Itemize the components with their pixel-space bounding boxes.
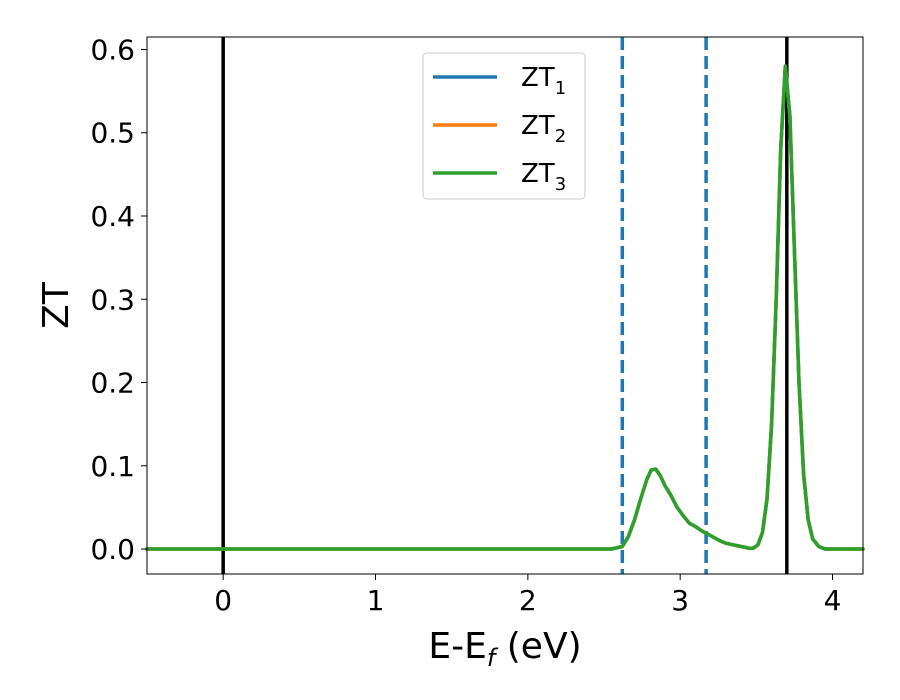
legend-box bbox=[422, 52, 586, 200]
y-tick-label: 0.1 bbox=[90, 450, 135, 483]
x-tick-label: 4 bbox=[824, 584, 842, 617]
series-lines bbox=[145, 64, 865, 551]
x-axis-ticks: 0 1 2 3 4 bbox=[214, 574, 841, 617]
x-axis-label-unit: (eV) bbox=[495, 626, 581, 667]
y-tick-label: 0.4 bbox=[90, 200, 135, 233]
x-tick-label: 1 bbox=[367, 584, 385, 617]
legend-label-1: ZT1 bbox=[521, 63, 566, 99]
y-tick-label: 0.0 bbox=[90, 533, 135, 566]
plot-frame bbox=[146, 36, 864, 575]
x-axis-label: E-Ef (eV) bbox=[428, 626, 581, 672]
y-axis-label: ZT bbox=[36, 281, 77, 329]
y-tick-label: 0.6 bbox=[90, 33, 135, 66]
x-tick-label: 3 bbox=[671, 584, 689, 617]
series-line-3 bbox=[145, 64, 865, 551]
legend-label-2: ZT2 bbox=[521, 111, 566, 147]
y-axis-ticks: 0.0 0.1 0.2 0.3 0.4 0.5 0.6 bbox=[90, 33, 147, 566]
x-tick-label: 0 bbox=[214, 584, 232, 617]
x-tick-label: 2 bbox=[519, 584, 537, 617]
y-tick-label: 0.3 bbox=[90, 283, 135, 316]
y-tick-label: 0.2 bbox=[90, 367, 135, 400]
legend: ZT1 ZT2 ZT3 bbox=[422, 52, 586, 200]
vertical-reference-lines bbox=[221, 37, 789, 574]
x-axis-label-main: E-E bbox=[428, 626, 486, 667]
y-tick-label: 0.5 bbox=[90, 117, 135, 150]
legend-label-3: ZT3 bbox=[521, 159, 566, 195]
